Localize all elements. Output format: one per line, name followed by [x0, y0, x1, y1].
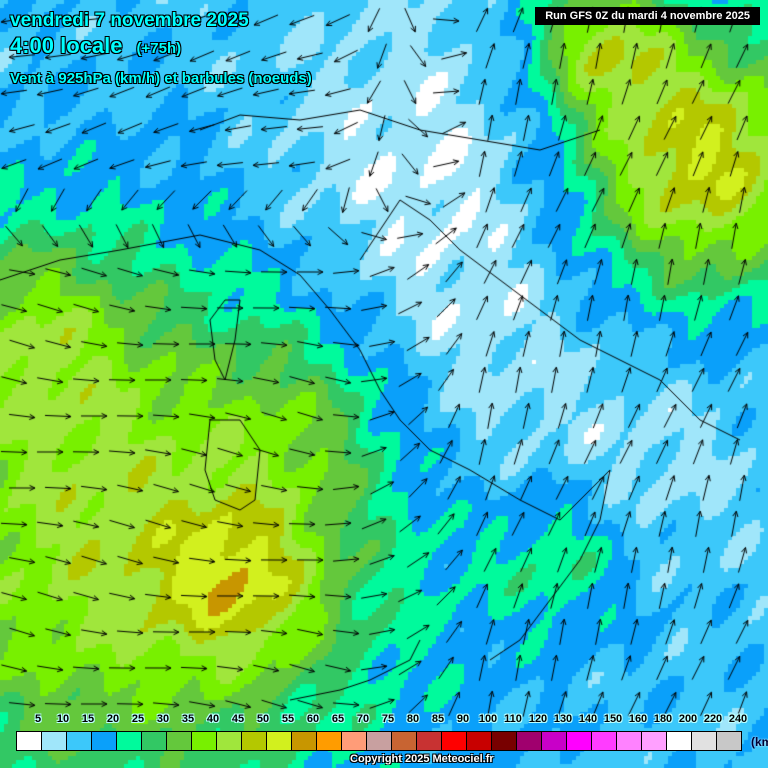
legend-labels: 5 10 15 20 25 30 35 40 45 50 55 60 65 70 75 80 85 90 100 11…: [16, 713, 766, 729]
legend-label: 180: [653, 713, 673, 725]
legend-label: 75: [381, 713, 395, 725]
legend-label: 5: [34, 713, 42, 725]
legend-label: 10: [56, 713, 70, 725]
legend-swatch: [692, 732, 717, 750]
legend-label: 65: [331, 713, 345, 725]
legend-swatch: [317, 732, 342, 750]
legend-swatch: [142, 732, 167, 750]
legend-swatch: [492, 732, 517, 750]
legend-label: 70: [356, 713, 370, 725]
legend-swatch: [117, 732, 142, 750]
forecast-time: 4:00 locale (+75h): [10, 33, 181, 59]
legend-label: 90: [456, 713, 470, 725]
legend-swatch: [667, 732, 692, 750]
legend-label: 60: [306, 713, 320, 725]
legend-swatch: [517, 732, 542, 750]
legend-swatch: [67, 732, 92, 750]
legend-label: 25: [131, 713, 145, 725]
legend-swatch: [392, 732, 417, 750]
local-time: 4:00 locale: [10, 33, 123, 58]
legend-swatch: [642, 732, 667, 750]
legend-label: 35: [181, 713, 195, 725]
legend-swatch: [367, 732, 392, 750]
model-run-banner: Run GFS 0Z du mardi 4 novembre 2025: [535, 7, 760, 25]
legend-label: 130: [553, 713, 573, 725]
legend-swatch: [342, 732, 367, 750]
field-description: Vent à 925hPa (km/h) et barbules (noeuds…: [10, 70, 312, 87]
legend-swatch: [292, 732, 317, 750]
color-legend: [16, 731, 742, 751]
legend-swatch: [167, 732, 192, 750]
legend-swatch: [592, 732, 617, 750]
copyright: Copyright 2025 Meteociel.fr: [350, 753, 494, 765]
legend-label: 140: [578, 713, 598, 725]
legend-swatch: [542, 732, 567, 750]
legend-swatch: [242, 732, 267, 750]
legend-swatch: [192, 732, 217, 750]
legend-label: 100: [478, 713, 498, 725]
legend-swatch: [217, 732, 242, 750]
legend-label: 15: [81, 713, 95, 725]
legend-swatch: [467, 732, 492, 750]
legend-label: 55: [281, 713, 295, 725]
legend-label: 150: [603, 713, 623, 725]
legend-swatch: [717, 732, 741, 750]
legend-swatch: [417, 732, 442, 750]
legend-label: 200: [678, 713, 698, 725]
forecast-date: vendredi 7 novembre 2025: [10, 10, 249, 31]
legend-label: 85: [431, 713, 445, 725]
legend-label: 45: [231, 713, 245, 725]
legend-swatch: [17, 732, 42, 750]
legend-label: 80: [406, 713, 420, 725]
legend-label: 240: [728, 713, 748, 725]
legend-swatch: [267, 732, 292, 750]
legend-unit: (km/h): [751, 735, 768, 749]
legend-label: 220: [703, 713, 723, 725]
legend-label: 120: [528, 713, 548, 725]
legend-swatch: [442, 732, 467, 750]
legend-label: 110: [504, 713, 522, 725]
legend-swatch: [92, 732, 117, 750]
lead-time: (+75h): [136, 40, 182, 57]
legend-swatch: [42, 732, 67, 750]
legend-label: 20: [106, 713, 120, 725]
legend-label: 30: [156, 713, 170, 725]
legend-swatch: [617, 732, 642, 750]
legend-label: 160: [628, 713, 648, 725]
legend-swatch: [567, 732, 592, 750]
legend-label: 40: [206, 713, 220, 725]
legend-label: 50: [256, 713, 270, 725]
